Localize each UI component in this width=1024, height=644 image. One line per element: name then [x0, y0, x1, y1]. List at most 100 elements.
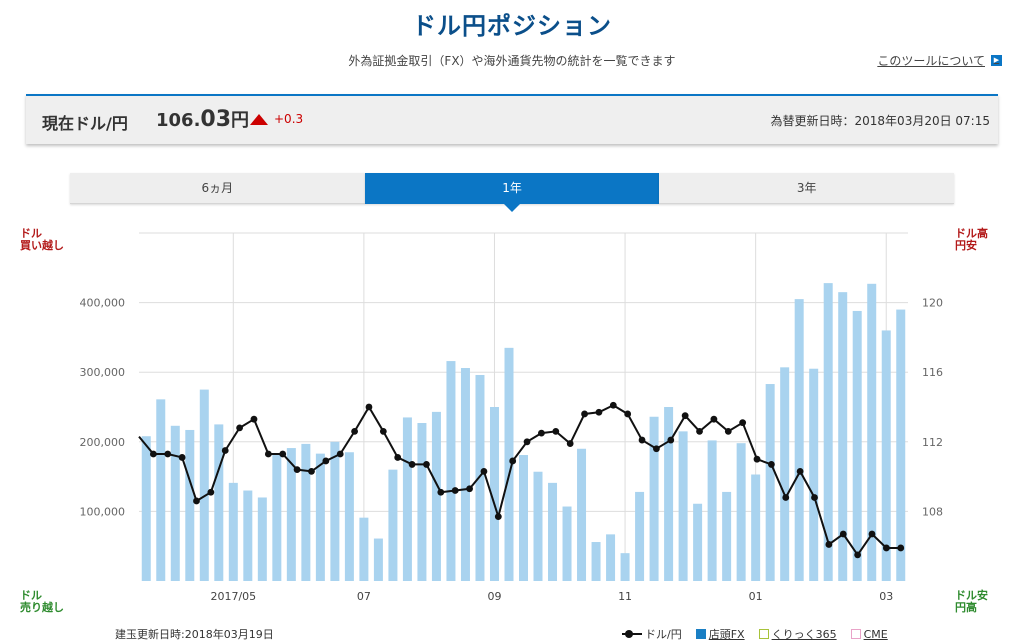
rate-value-unit: 円	[231, 110, 250, 131]
otc-fx-bar	[272, 454, 282, 581]
usdjpy-point	[753, 455, 761, 463]
otc-fx-bar	[359, 517, 369, 581]
usdjpy-point	[767, 461, 775, 468]
usdjpy-point	[207, 488, 215, 496]
usdjpy-point	[811, 494, 818, 501]
otc-fx-bar	[852, 310, 862, 581]
label-dollar-short: ドル 売り越し	[20, 590, 64, 614]
otc-fx-bar	[809, 368, 819, 581]
usdjpy-point	[581, 410, 588, 418]
label-dollar-strong-1: ドル高	[955, 227, 988, 240]
legend-swatch-click365	[758, 629, 769, 639]
otc-fx-bar	[722, 491, 732, 581]
right-tick-label: 120	[922, 297, 943, 310]
usdjpy-point	[523, 438, 531, 446]
rate-change-value: +0.3	[274, 112, 304, 126]
otc-fx-bar	[823, 283, 833, 581]
usdjpy-point	[379, 427, 387, 435]
usdjpy-point	[149, 450, 157, 458]
otc-fx-bar	[780, 367, 790, 581]
label-dollar-short-2: 売り越し	[20, 601, 64, 614]
usdjpy-point	[178, 454, 186, 461]
usdjpy-point	[509, 457, 517, 465]
usdjpy-point	[451, 487, 459, 494]
usdjpy-point	[796, 467, 804, 475]
line-marker-icon	[622, 629, 642, 639]
usdjpy-point	[724, 427, 732, 435]
otc-fx-bar	[693, 503, 703, 581]
otc-fx-bar	[881, 330, 891, 581]
otc-fx-bar	[794, 299, 804, 581]
otc-fx-bar	[141, 436, 151, 581]
usdjpy-point	[854, 551, 862, 559]
usdjpy-point	[221, 447, 229, 454]
legend-click365[interactable]: くりっく365	[758, 626, 837, 642]
chart-legend: ドル/円 店頭FX くりっく365 CME	[622, 626, 888, 642]
usdjpy-point	[882, 544, 890, 552]
left-tick-label: 300,000	[80, 366, 126, 379]
label-dollar-long-1: ドル	[20, 227, 42, 240]
rate-value-int: 106.	[156, 110, 201, 131]
tab-3-years[interactable]: 3年	[659, 173, 955, 204]
otc-fx-bar	[228, 482, 238, 581]
otc-fx-bar	[373, 538, 383, 581]
tab-1-year[interactable]: 1年	[364, 173, 660, 212]
otc-fx-bar	[475, 374, 485, 581]
usdjpy-point	[739, 419, 747, 427]
label-dollar-weak: ドル安 円高	[955, 590, 988, 614]
usdjpy-point	[638, 436, 646, 444]
legend-cme[interactable]: CME	[850, 626, 888, 642]
otc-fx-bar	[504, 347, 514, 581]
legend-swatch-otc-fx	[695, 629, 706, 639]
current-rate-value: 106.03円	[156, 106, 249, 132]
usdjpy-point	[351, 427, 358, 435]
left-tick-label: 400,000	[80, 297, 126, 310]
label-dollar-weak-2: 円高	[955, 601, 977, 614]
usdjpy-point	[293, 466, 301, 474]
usdjpy-point	[538, 429, 545, 437]
otc-fx-bar	[315, 453, 325, 581]
usdjpy-point	[897, 544, 905, 552]
label-dollar-strong-2: 円安	[955, 239, 977, 252]
otc-fx-bar	[707, 440, 717, 581]
right-tick-label: 116	[922, 366, 943, 379]
about-tool-link[interactable]: このツールについて ▶	[877, 52, 1002, 69]
usdjpy-point	[437, 488, 445, 496]
tab-6-months[interactable]: 6ヵ月	[70, 173, 365, 204]
usdjpy-point	[480, 467, 488, 475]
otc-fx-bar	[431, 411, 441, 581]
otc-fx-bar	[606, 534, 616, 581]
otc-fx-bar	[577, 448, 587, 581]
usdjpy-point	[466, 485, 473, 493]
left-tick-label: 100,000	[80, 505, 126, 518]
otc-fx-bar	[199, 389, 209, 581]
legend-swatch-cme	[850, 629, 861, 639]
usdjpy-point	[595, 408, 603, 416]
x-tick-label: 09	[487, 590, 501, 603]
current-rate-label: 現在ドル/円	[42, 114, 128, 133]
legend-otc-fx[interactable]: 店頭FX	[695, 626, 745, 642]
usdjpy-point	[494, 513, 502, 521]
otc-fx-bar	[243, 490, 253, 581]
left-tick-label: 200,000	[80, 436, 126, 449]
otc-fx-bar	[736, 443, 746, 581]
page-subtitle: 外為証拠金取引（FX）や海外通貨先物の統計を一覧できます	[348, 54, 676, 68]
legend-cme-label: CME	[863, 627, 888, 641]
rate-updated-time: 為替更新日時：2018年03月20日 07:15	[770, 114, 990, 128]
usdjpy-point	[423, 461, 430, 468]
x-tick-label: 03	[879, 590, 893, 603]
usdjpy-point	[336, 450, 344, 458]
usdjpy-point	[394, 454, 402, 461]
otc-fx-bar	[591, 542, 601, 581]
up-triangle-icon	[250, 113, 268, 125]
otc-fx-bar	[388, 469, 398, 581]
otc-fx-bar	[896, 309, 906, 581]
position-updated-date: 建玉更新日時:2018年03月19日	[115, 628, 274, 641]
usdjpy-point	[164, 450, 172, 458]
usdjpy-point	[193, 497, 200, 505]
label-dollar-long-2: 買い越し	[20, 239, 64, 252]
otc-fx-bar	[635, 491, 645, 581]
usdjpy-point	[839, 530, 847, 538]
usdjpy-line	[138, 404, 901, 557]
